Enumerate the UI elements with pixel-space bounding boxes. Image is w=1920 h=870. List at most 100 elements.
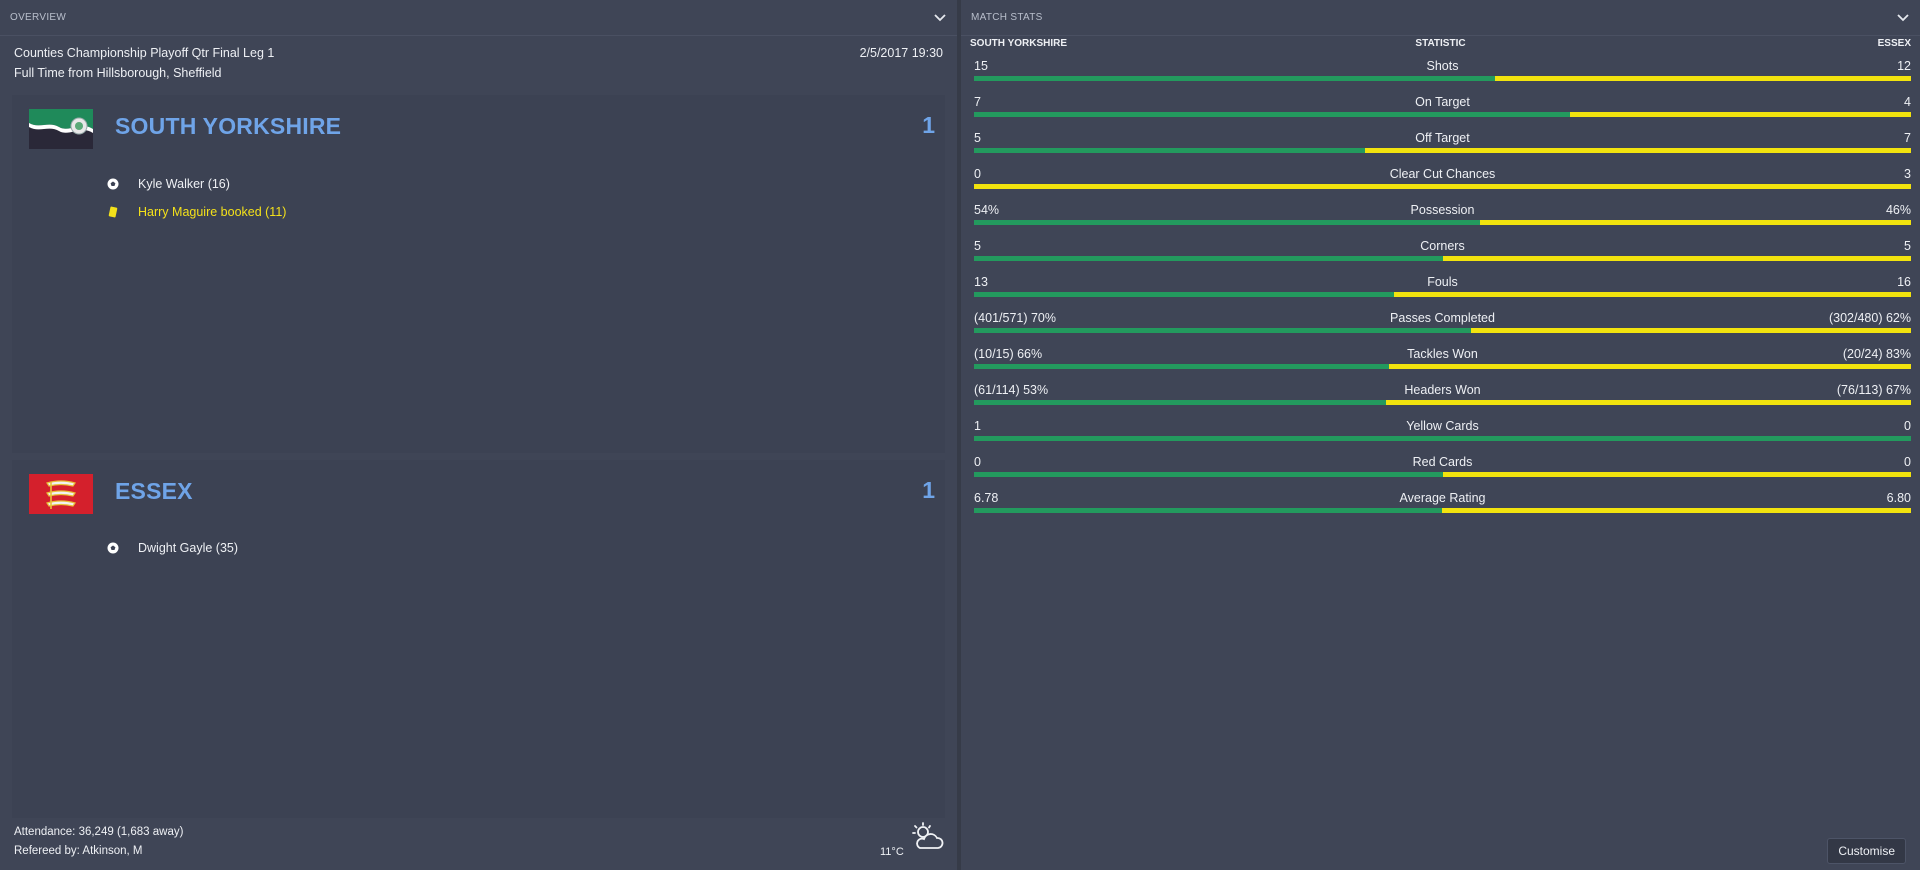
stat-name: Clear Cut Chances <box>1389 167 1496 181</box>
stat-comparison-bar <box>974 364 1911 369</box>
stat-home-value: 0 <box>974 167 981 181</box>
stat-away-value: 0 <box>1904 419 1911 433</box>
referee-text[interactable]: Refereed by: Atkinson, M <box>14 845 143 857</box>
stat-away-value: 3 <box>1904 167 1911 181</box>
stat-comparison-bar <box>974 220 1911 225</box>
stat-row: 0 Clear Cut Chances 3 <box>974 165 1911 201</box>
home-event-goal: Kyle Walker (16) <box>106 175 230 193</box>
stat-away-value: 46% <box>1885 203 1911 217</box>
panel-divider <box>957 0 961 870</box>
stat-name: Corners <box>1420 239 1465 253</box>
home-team-score: 1 <box>922 112 935 138</box>
chevron-down-icon[interactable] <box>933 11 947 25</box>
home-event-booking: Harry Maguire booked (11) <box>106 203 286 221</box>
stat-row: 1 Yellow Cards 0 <box>974 417 1911 453</box>
stat-name: Headers Won <box>1404 383 1481 397</box>
stat-home-value: 15 <box>974 59 988 73</box>
away-team-score: 1 <box>922 477 935 503</box>
overview-panel: OVERVIEW Counties Championship Playoff Q… <box>0 0 957 870</box>
stat-home-value: 1 <box>974 419 981 433</box>
stat-comparison-bar <box>974 472 1911 477</box>
home-team-name[interactable]: SOUTH YORKSHIRE <box>115 113 342 139</box>
stat-comparison-bar <box>974 184 1911 189</box>
stat-home-share-fill <box>974 256 1443 261</box>
temperature-text: 11°C <box>880 846 904 858</box>
header-away-team: ESSEX <box>1877 38 1911 49</box>
stat-home-share-fill <box>974 112 1570 117</box>
stat-row: (401/571) 70% Passes Completed (302/480) 6… <box>974 309 1911 345</box>
competition-name[interactable]: Counties Championship Playoff Qtr Final … <box>14 46 275 60</box>
match-stats-header: MATCH STATS <box>961 0 1920 36</box>
stat-row: 7 On Target 4 <box>974 93 1911 129</box>
venue-text: Full Time from Hillsborough, Sheffield <box>14 66 222 80</box>
stat-away-value: 0 <box>1904 455 1911 469</box>
stat-name: On Target <box>1415 95 1470 109</box>
stat-row: 13 Fouls 16 <box>974 273 1911 309</box>
attendance-text: Attendance: 36,249 (1,683 away) <box>14 826 184 838</box>
stat-home-share-fill <box>974 328 1471 333</box>
away-team-name[interactable]: ESSEX <box>115 478 193 504</box>
stat-away-value: (20/24) 83% <box>1842 347 1911 361</box>
stat-comparison-bar <box>974 148 1911 153</box>
essex-flag-icon <box>29 474 93 514</box>
stat-comparison-bar <box>974 436 1911 441</box>
stat-name: Passes Completed <box>1390 311 1495 325</box>
home-team-block: SOUTH YORKSHIRE 1 Kyle Walker (16) Harry… <box>12 95 945 453</box>
event-text[interactable]: Dwight Gayle (35) <box>138 541 239 555</box>
stat-comparison-bar <box>974 508 1911 513</box>
stat-row: 5 Corners 5 <box>974 237 1911 273</box>
overview-header: OVERVIEW <box>0 0 957 36</box>
event-text[interactable]: Kyle Walker (16) <box>138 177 230 191</box>
match-datetime: 2/5/2017 19:30 <box>859 46 943 60</box>
stat-home-value: 0 <box>974 455 981 469</box>
stat-name: Average Rating <box>1399 491 1486 505</box>
stat-away-value: 4 <box>1904 95 1911 109</box>
stat-away-value: (302/480) 62% <box>1828 311 1911 325</box>
overview-title: OVERVIEW <box>10 12 67 23</box>
stat-away-value: 6.80 <box>1886 491 1911 505</box>
stat-away-value: 16 <box>1897 275 1911 289</box>
header-statistic: STATISTIC <box>1415 38 1466 49</box>
partly-cloudy-icon <box>910 822 944 852</box>
stat-comparison-bar <box>974 256 1911 261</box>
stat-home-value: 54% <box>974 203 1000 217</box>
stat-home-share-fill <box>974 472 1443 477</box>
stat-away-value: 12 <box>1897 59 1911 73</box>
stat-row: 15 Shots 12 <box>974 57 1911 93</box>
away-team-block: ESSEX 1 Dwight Gayle (35) <box>12 460 945 818</box>
stat-home-value: 13 <box>974 275 988 289</box>
match-stats-panel: MATCH STATS SOUTH YORKSHIRE STATISTIC ES… <box>961 0 1920 870</box>
south-yorkshire-flag-icon <box>29 109 93 149</box>
stat-name: Possession <box>1410 203 1475 217</box>
stat-comparison-bar <box>974 328 1911 333</box>
stat-home-share-fill <box>974 76 1495 81</box>
stat-comparison-bar <box>974 112 1911 117</box>
stat-home-share-fill <box>974 436 1911 441</box>
stat-row: 54% Possession 46% <box>974 201 1911 237</box>
stat-name: Off Target <box>1415 131 1470 145</box>
customise-button[interactable]: Customise <box>1827 838 1906 864</box>
stat-name: Shots <box>1426 59 1459 73</box>
stat-name: Fouls <box>1427 275 1458 289</box>
stat-home-value: (61/114) 53% <box>974 383 1049 397</box>
match-stats-title: MATCH STATS <box>971 12 1043 23</box>
away-event-goal: Dwight Gayle (35) <box>106 539 238 557</box>
stat-row: 5 Off Target 7 <box>974 129 1911 165</box>
stat-home-share-fill <box>974 400 1387 405</box>
stats-column-headers: SOUTH YORKSHIRE STATISTIC ESSEX <box>970 38 1911 52</box>
chevron-down-icon[interactable] <box>1896 11 1910 25</box>
stat-row: (61/114) 53% Headers Won (76/113) 67% <box>974 381 1911 417</box>
header-home-team: SOUTH YORKSHIRE <box>970 38 1068 49</box>
stat-home-value: 6.78 <box>974 491 999 505</box>
stat-home-value: 5 <box>974 239 981 253</box>
stat-home-value: 5 <box>974 131 981 145</box>
stat-home-share-fill <box>974 148 1365 153</box>
event-text[interactable]: Harry Maguire booked (11) <box>138 205 287 219</box>
stat-home-share-fill <box>974 364 1390 369</box>
stat-away-value: (76/113) 67% <box>1836 383 1911 397</box>
stat-name: Yellow Cards <box>1406 419 1479 433</box>
away-team-header: ESSEX 1 <box>12 460 945 520</box>
stat-comparison-bar <box>974 400 1911 405</box>
stat-away-value: 7 <box>1904 131 1911 145</box>
stat-row: 0 Red Cards 0 <box>974 453 1911 489</box>
